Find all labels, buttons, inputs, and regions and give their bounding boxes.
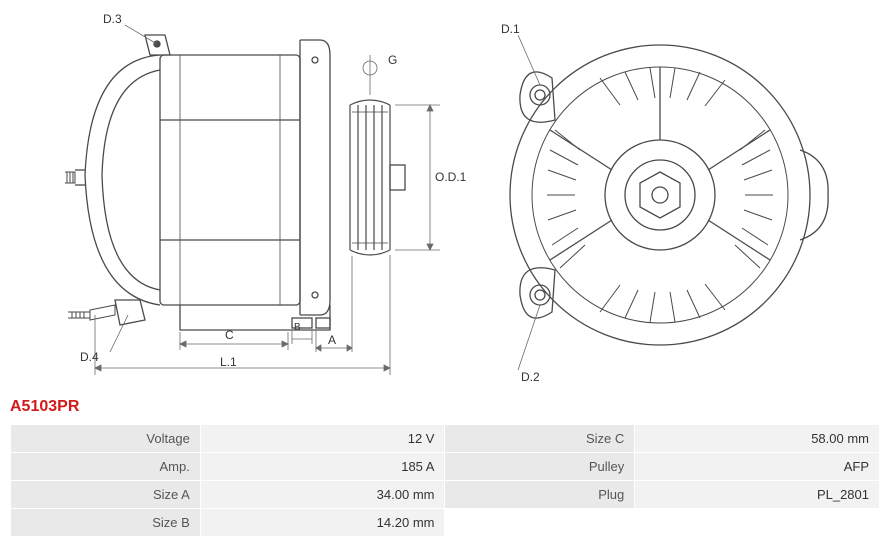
- table-row: Voltage12 VSize C58.00 mm: [11, 425, 880, 453]
- spec-value: 12 V: [200, 425, 445, 453]
- label-l1: L.1: [220, 355, 237, 369]
- spec-label: Amp.: [11, 453, 201, 481]
- spec-label: Pulley: [445, 453, 635, 481]
- spec-value: PL_2801: [635, 481, 880, 509]
- spec-label: Size A: [11, 481, 201, 509]
- spec-value: 34.00 mm: [200, 481, 445, 509]
- label-c: C: [225, 328, 234, 342]
- spec-label: [445, 509, 635, 537]
- spec-value: 185 A: [200, 453, 445, 481]
- spec-value: 14.20 mm: [200, 509, 445, 537]
- spec-label: Size B: [11, 509, 201, 537]
- spec-label: Size C: [445, 425, 635, 453]
- spec-value: AFP: [635, 453, 880, 481]
- label-b: B: [294, 322, 301, 333]
- label-d1: D.1: [501, 22, 520, 36]
- spec-label: Voltage: [11, 425, 201, 453]
- table-row: Amp.185 APulleyAFP: [11, 453, 880, 481]
- label-a: A: [328, 333, 336, 347]
- table-row: Size A34.00 mmPlugPL_2801: [11, 481, 880, 509]
- label-d3: D.3: [103, 12, 122, 26]
- spec-label: Plug: [445, 481, 635, 509]
- label-od1: O.D.1: [435, 170, 466, 184]
- label-g: G: [388, 53, 397, 67]
- part-number: A5103PR: [10, 398, 79, 416]
- front-view-drawing: [470, 0, 850, 395]
- spec-value: [635, 509, 880, 537]
- label-d4: D.4: [80, 350, 99, 364]
- diagram-area: D.3 G O.D.1 D.4 C B A L.1 D.1 D.2: [0, 0, 889, 395]
- table-row: Size B14.20 mm: [11, 509, 880, 537]
- label-d2: D.2: [521, 370, 540, 384]
- spec-value: 58.00 mm: [635, 425, 880, 453]
- side-view-drawing: [30, 0, 450, 395]
- spec-table: Voltage12 VSize C58.00 mmAmp.185 APulley…: [10, 424, 880, 537]
